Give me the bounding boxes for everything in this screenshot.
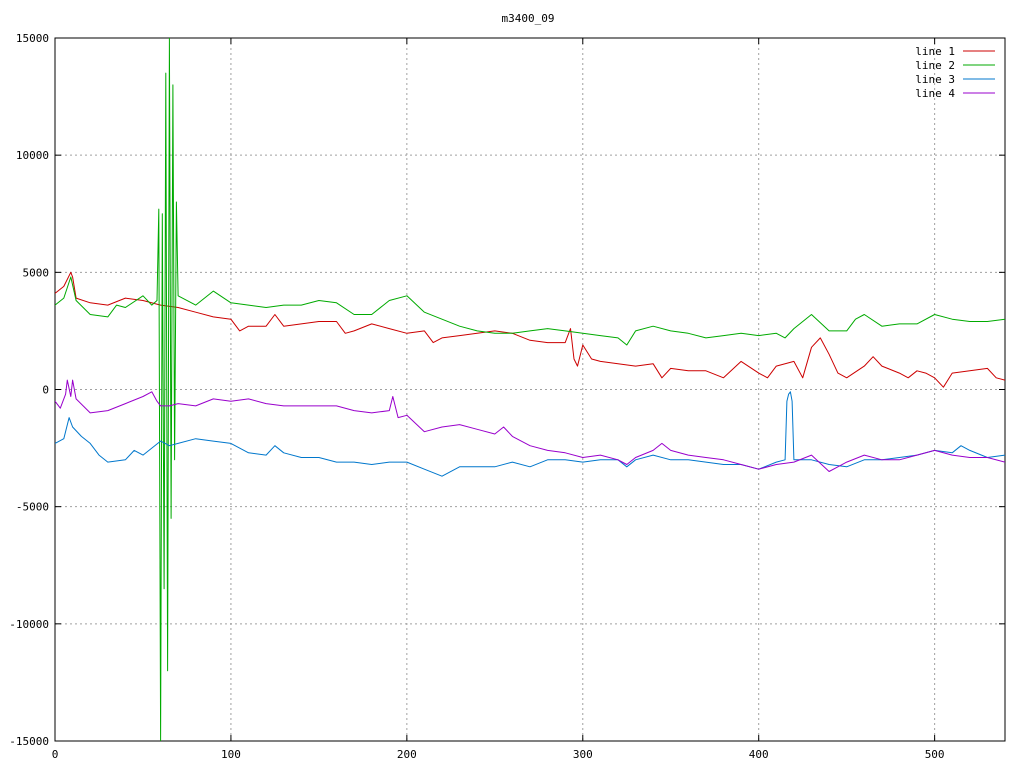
series-line-2 (55, 38, 1005, 741)
y-tick-label: 15000 (16, 32, 49, 45)
x-tick-label: 500 (925, 748, 945, 761)
legend-label-3: line 3 (915, 73, 955, 86)
chart-title: m3400_09 (502, 12, 555, 25)
grid-lines (55, 38, 1005, 741)
axes: 0 100 200 300 400 500 -15000 -10000 -5000 0 5000 10… (9, 32, 1006, 761)
y-tick-label: 10000 (16, 149, 49, 162)
x-tick-label: 0 (52, 748, 59, 761)
y-tick-label: -5000 (16, 501, 49, 514)
series-line-3 (55, 391, 1005, 477)
y-tick-label: 0 (42, 384, 49, 397)
legend-label-4: line 4 (915, 87, 955, 100)
series-lines (55, 38, 1005, 741)
legend-label-2: line 2 (915, 59, 955, 72)
x-tick-label: 400 (749, 748, 769, 761)
y-tick-label: -10000 (9, 618, 49, 631)
x-tick-label: 200 (397, 748, 417, 761)
y-tick-label: 5000 (23, 266, 50, 279)
x-tick-label: 100 (221, 748, 241, 761)
y-tick-label: -15000 (9, 735, 49, 748)
series-line-1 (55, 271, 1005, 388)
series-line-4 (55, 379, 1005, 472)
legend-label-1: line 1 (915, 45, 955, 58)
x-tick-label: 300 (573, 748, 593, 761)
